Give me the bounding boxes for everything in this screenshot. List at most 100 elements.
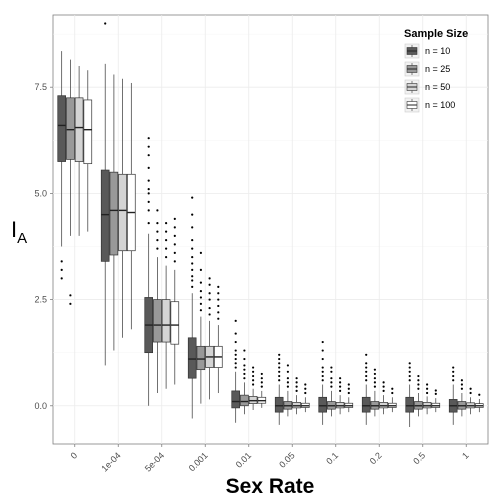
outlier-point	[199, 289, 202, 293]
outlier-point	[260, 377, 263, 380]
outlier-point	[69, 294, 72, 297]
outlier-point	[417, 379, 420, 382]
box-2-3	[170, 217, 180, 385]
outlier-point	[278, 379, 281, 382]
box-4-1	[240, 349, 249, 415]
box-8-0	[405, 362, 415, 428]
outlier-point	[60, 260, 63, 263]
outlier-point	[339, 389, 342, 393]
outlier-point	[243, 377, 246, 380]
outlier-point	[104, 22, 107, 25]
outlier-point	[304, 391, 307, 395]
box-6-3	[344, 383, 354, 413]
outlier-point	[173, 234, 176, 237]
outlier-point	[365, 379, 368, 382]
outlier-point	[147, 192, 150, 195]
outlier-point	[347, 383, 350, 386]
outlier-point	[165, 222, 168, 225]
outlier-point	[347, 387, 350, 390]
legend-item-3: n = 100	[404, 97, 455, 113]
box-body	[231, 390, 241, 409]
outlier-point	[321, 340, 324, 344]
outlier-point	[173, 217, 176, 220]
x-tick-label: 5e-04	[143, 450, 166, 473]
y-tick-label: 7.5	[34, 82, 47, 92]
box-body	[170, 301, 180, 345]
outlier-point	[173, 260, 176, 263]
box-7-1	[370, 368, 380, 417]
outlier-point	[208, 277, 211, 280]
outlier-point	[304, 387, 307, 390]
outlier-point	[452, 370, 455, 373]
outlier-point	[234, 366, 237, 369]
box-0-3	[83, 70, 93, 232]
box-body	[405, 396, 415, 413]
outlier-point	[452, 379, 455, 382]
outlier-point	[321, 357, 324, 361]
box-1-1	[109, 74, 119, 351]
outlier-point	[373, 381, 376, 384]
box-7-2	[379, 381, 388, 415]
outlier-point	[304, 383, 307, 386]
box-body	[318, 396, 328, 413]
outlier-point	[173, 251, 176, 254]
outlier-point	[295, 385, 298, 388]
outlier-point	[147, 179, 150, 182]
outlier-point	[373, 368, 376, 371]
box-5-3	[301, 383, 310, 413]
outlier-point	[339, 385, 342, 388]
outlier-point	[191, 213, 194, 216]
y-tick-label: 2.5	[34, 295, 47, 305]
outlier-point	[391, 391, 394, 395]
legend-title: Sample Size	[404, 28, 468, 40]
outlier-point	[199, 302, 202, 305]
box-1-3	[126, 82, 136, 330]
outlier-point	[191, 247, 194, 250]
outlier-point	[234, 319, 237, 322]
box-6-1	[327, 366, 336, 417]
outlier-point	[382, 381, 385, 384]
outlier-point	[460, 379, 463, 382]
box-body	[361, 396, 371, 413]
box-4-2	[248, 366, 258, 411]
outlier-point	[452, 366, 455, 369]
outlier-point	[295, 377, 298, 380]
x-axis-ticks: 0 1e-04 5e-04 0.001 0.01 0.05 0.1 0.2 0.5 1	[69, 444, 471, 474]
outlier-point	[278, 362, 281, 365]
outlier-point	[347, 391, 350, 395]
outlier-point	[321, 349, 324, 352]
boxes	[57, 22, 484, 428]
outlier-point	[330, 377, 333, 380]
outlier-point	[191, 196, 194, 199]
box-9-1	[457, 379, 467, 417]
outlier-point	[260, 372, 263, 376]
box-2-0	[144, 137, 154, 406]
box-body	[74, 97, 84, 162]
box-5-2	[292, 377, 301, 415]
outlier-point	[60, 277, 63, 280]
outlier-point	[199, 251, 202, 254]
outlier-point	[243, 357, 246, 361]
outlier-point	[478, 393, 481, 396]
outlier-point	[365, 370, 368, 373]
grid-lines	[53, 15, 488, 444]
outlier-point	[173, 243, 176, 246]
outlier-point	[434, 389, 437, 392]
outlier-point	[208, 306, 211, 310]
outlier-point	[217, 292, 220, 295]
outlier-point	[191, 275, 194, 278]
box-1-0	[100, 22, 110, 366]
outlier-point	[252, 370, 255, 373]
outlier-point	[156, 209, 159, 212]
outlier-point	[217, 304, 220, 308]
box-9-0	[448, 366, 458, 425]
box-body	[240, 394, 249, 407]
outlier-point	[426, 387, 429, 390]
box-0-2	[74, 65, 84, 236]
outlier-point	[243, 372, 246, 376]
outlier-point	[426, 383, 429, 386]
outlier-point	[460, 387, 463, 390]
outlier-point	[156, 230, 159, 233]
outlier-point	[321, 379, 324, 382]
box-3-2	[205, 277, 214, 400]
